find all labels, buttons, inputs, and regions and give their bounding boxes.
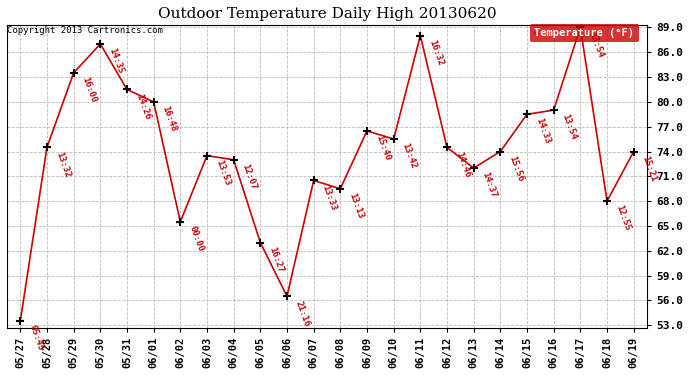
Text: 15:40: 15:40 — [374, 134, 392, 162]
Text: 16:48: 16:48 — [161, 105, 178, 133]
Text: 14:35: 14:35 — [107, 47, 125, 75]
Text: 14:46: 14:46 — [454, 150, 471, 178]
Legend: Temperature (°F): Temperature (°F) — [531, 24, 639, 42]
Text: Copyright 2013 Cartronics.com: Copyright 2013 Cartronics.com — [7, 26, 163, 35]
Text: 14:26: 14:26 — [134, 92, 152, 120]
Text: 13:13: 13:13 — [347, 192, 365, 220]
Text: 14:37: 14:37 — [481, 171, 498, 199]
Text: 16:32: 16:32 — [427, 38, 445, 67]
Text: 16:27: 16:27 — [267, 245, 285, 274]
Text: 15:21: 15:21 — [640, 154, 658, 183]
Text: 13:32: 13:32 — [54, 150, 72, 178]
Text: 13:42: 13:42 — [401, 142, 418, 170]
Text: 13:54: 13:54 — [587, 30, 605, 58]
Text: 16:00: 16:00 — [81, 76, 98, 104]
Text: 12:07: 12:07 — [241, 162, 258, 191]
Text: 05:45: 05:45 — [27, 324, 45, 352]
Text: 15:56: 15:56 — [507, 154, 525, 183]
Text: 13:54: 13:54 — [561, 113, 578, 141]
Text: 13:53: 13:53 — [214, 158, 232, 187]
Title: Outdoor Temperature Daily High 20130620: Outdoor Temperature Daily High 20130620 — [158, 7, 496, 21]
Text: 13:33: 13:33 — [321, 183, 338, 211]
Text: 21:16: 21:16 — [294, 299, 312, 327]
Text: 14:33: 14:33 — [534, 117, 551, 146]
Text: 00:00: 00:00 — [187, 225, 205, 253]
Text: 12:55: 12:55 — [614, 204, 631, 232]
